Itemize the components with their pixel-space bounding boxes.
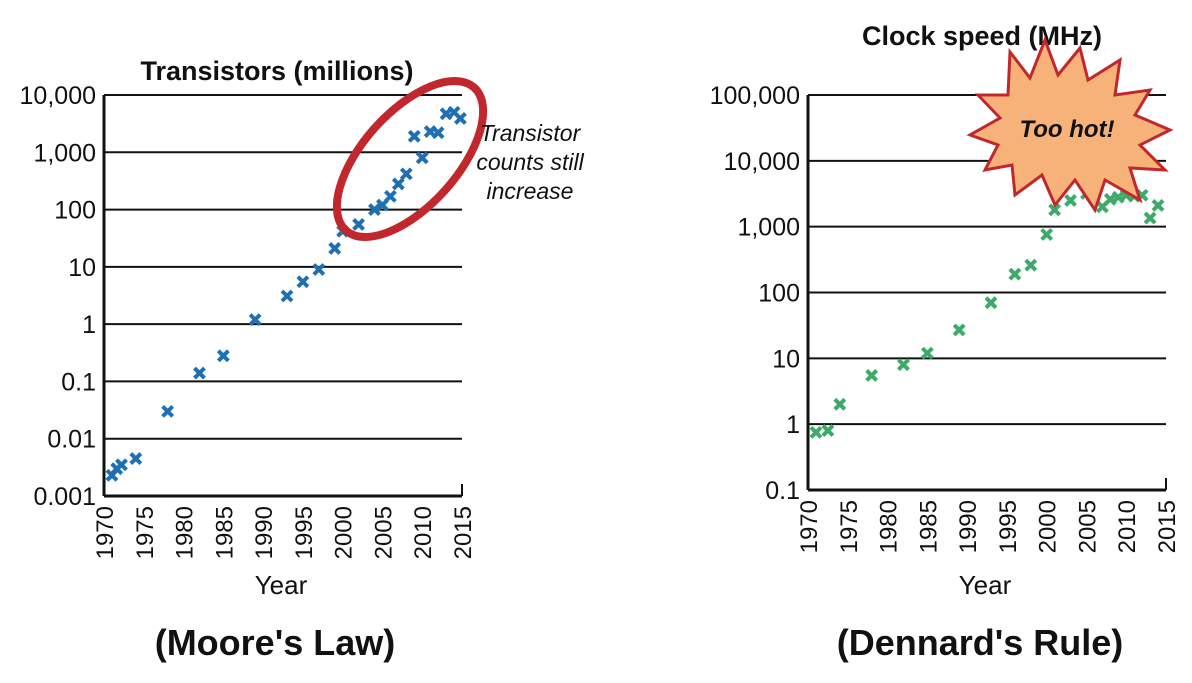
y-tick-label: 0.01 [47,426,96,454]
axes [806,95,1167,492]
x-tick-label: 1995 [995,500,1022,553]
highlight-ellipse [332,77,488,241]
chart-caption: (Dennard's Rule) [837,622,1124,663]
data-point [1048,203,1062,217]
chart-caption: (Moore's Law) [155,622,396,663]
data-point [1151,199,1165,212]
x-tick-label: 1985 [211,506,238,559]
data-point [368,203,381,216]
data-point [1103,192,1117,206]
x-axis-label: Year [255,570,308,600]
starburst-shape [966,35,1174,214]
x-tick-label: 1990 [251,506,278,559]
starburst-label: Too hot! [1019,116,1114,143]
chart-title: Clock speed (MHz) [862,21,1102,51]
y-tick-label: 1,000 [33,139,96,167]
x-tick-label: 1970 [92,506,119,559]
y-tick-label: 1 [82,311,96,339]
data-point [1040,228,1054,241]
x-tick-label: 1990 [955,500,982,553]
y-tick-label: 10 [68,254,96,282]
data-points [105,105,467,482]
x-tick-label: 1970 [796,500,823,553]
too-hot-starburst: Too hot! [966,35,1174,214]
y-tick-label: 100 [758,280,800,308]
x-tick-label: 1980 [172,506,199,559]
x-tick-label: 2015 [450,506,477,559]
data-point [161,404,175,418]
data-point [920,346,934,360]
data-point [453,112,467,125]
x-tick-label: 1975 [132,506,159,559]
data-point [897,358,910,372]
data-point [865,369,879,382]
x-axis-label: Year [959,570,1012,600]
data-point [248,313,262,327]
y-tick-label: 0.1 [61,368,96,396]
data-point [399,167,413,181]
annotation-line: increase [487,178,574,204]
x-tick-label: 1980 [876,500,903,553]
data-point [328,241,342,255]
data-point [415,151,429,165]
x-tick-label: 2010 [410,506,437,559]
data-point [312,263,326,276]
gridlines [104,94,462,440]
y-tick-label: 10 [772,345,800,373]
y-tick-label: 1 [786,411,800,439]
data-point [809,425,823,439]
data-point [407,129,421,143]
data-point [280,289,294,303]
data-point [383,189,397,203]
axes [102,95,463,498]
x-tick-label: 1995 [291,506,318,559]
x-tick-label: 2000 [331,506,358,559]
x-tick-label: 2005 [1074,500,1101,553]
x-tick-label: 2010 [1114,500,1141,553]
data-point [821,424,835,437]
y-tick-label: 10,000 [20,82,96,110]
annotation-line: Transistor [480,120,582,146]
y-tick-labels: 0.1 1 10 100 1,000 10,000 100,000 [710,82,800,505]
y-tick-label: 0.001 [33,483,96,511]
data-point [391,177,405,191]
data-point [984,296,998,310]
data-point [216,349,230,363]
moore-law-panel: Transistors (millions) 0.001 0.01 0.1 1 10 10… [20,56,585,663]
x-tick-label: 1975 [836,500,863,553]
x-tick-label: 2005 [370,506,397,559]
data-point [1024,258,1038,272]
data-point [115,458,128,472]
dennard-rule-panel: Clock speed (MHz) 0.1 1 10 100 1,000 10,000 10… [710,21,1181,663]
data-point [129,452,143,465]
data-point [1143,211,1157,225]
annotation-line: counts still [476,149,584,175]
data-point [193,366,206,380]
x-tick-label: 2000 [1035,500,1062,553]
y-tick-label: 1,000 [737,214,800,242]
x-tick-labels: 1970 1975 1980 1985 1990 1995 2000 2005 2010 2015 [92,506,477,559]
data-point [1008,267,1022,281]
y-tick-labels: 0.001 0.01 0.1 1 10 100 1,000 10,000 [20,82,96,511]
data-point [352,218,365,231]
chart-title: Transistors (millions) [140,56,413,86]
data-point [431,126,445,140]
x-tick-labels: 1970 1975 1980 1985 1990 1995 2000 2005 2010 2015 [796,500,1181,553]
y-tick-label: 10,000 [724,148,800,176]
x-tick-label: 1985 [915,500,942,553]
data-point [833,397,847,411]
x-tick-label: 2015 [1154,500,1181,553]
annotation-text: Transistor counts still increase [476,120,584,204]
y-tick-label: 0.1 [765,477,800,505]
y-tick-label: 100,000 [710,82,800,110]
y-tick-label: 100 [54,197,96,225]
data-point [296,275,310,289]
data-point [1064,194,1077,207]
data-point [952,323,966,337]
